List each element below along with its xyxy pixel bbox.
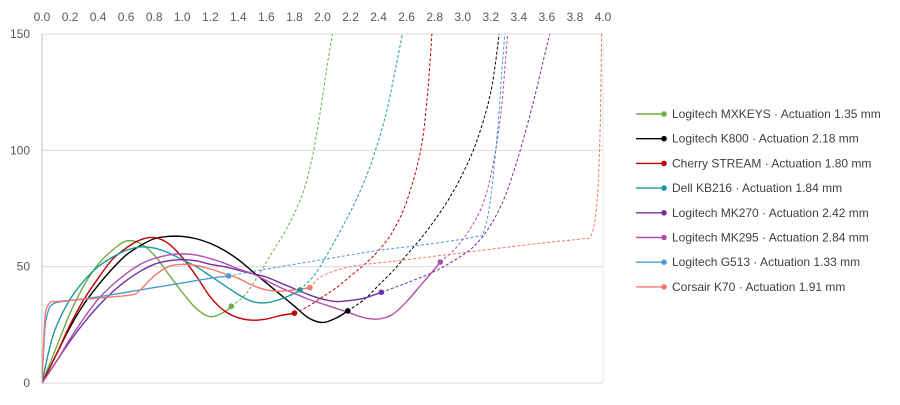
x-tick-label: 0.4 <box>90 10 107 24</box>
series-line-logitech-mxkeys <box>42 239 232 384</box>
actuation-point-logitech-g513 <box>225 273 232 279</box>
legend-label-logitech-k800: Logitech K800 · Actuation 2.18 mm <box>672 132 859 146</box>
series-line-dashed-logitech-k800 <box>347 33 500 312</box>
x-tick-label: 1.6 <box>258 10 275 24</box>
series-line-dashed-logitech-g513 <box>228 33 506 277</box>
x-tick-label: 3.2 <box>482 10 499 24</box>
series-line-logitech-mk295 <box>42 253 441 384</box>
series-line-logitech-k800 <box>42 235 349 384</box>
actuation-point-logitech-mxkeys <box>228 303 235 310</box>
legend: Logitech MXKEYS · Actuation 1.35 mm Logit… <box>636 107 881 294</box>
legend-label-cherry-stream: Cherry STREAM · Actuation 1.80 mm <box>672 156 871 170</box>
actuation-point-logitech-mk295 <box>437 259 444 265</box>
series-line-dashed-logitech-mk270 <box>381 33 551 293</box>
legend-marker-logitech-k800 <box>661 135 667 142</box>
legend-marker-corsair-k70 <box>661 284 667 290</box>
x-tick-label: 0.6 <box>118 10 135 24</box>
x-tick-label: 4.0 <box>595 10 612 24</box>
y-tick-label: 150 <box>10 27 30 41</box>
x-tick-label: 2.2 <box>342 10 359 24</box>
legend-marker-logitech-mk270 <box>661 210 667 216</box>
actuation-point-dell-kb216 <box>297 287 303 293</box>
x-tick-label: 2.6 <box>398 10 415 24</box>
x-tick-label: 0.0 <box>34 10 51 24</box>
legend-marker-cherry-stream <box>661 160 667 167</box>
x-tick-label: 1.2 <box>202 10 219 24</box>
series-line-logitech-mk270 <box>42 258 382 384</box>
legend-marker-logitech-mxkeys <box>661 111 667 117</box>
x-tick-label: 2.8 <box>426 10 443 24</box>
series-line-logitech-g513 <box>42 275 229 384</box>
y-tick-label: 100 <box>10 143 30 157</box>
series-line-dashed-logitech-mxkeys <box>231 33 333 307</box>
series-line-dell-kb216 <box>42 246 301 384</box>
actuation-point-logitech-mk270 <box>378 289 385 296</box>
legend-marker-dell-kb216 <box>661 185 667 191</box>
x-tick-label: 3.6 <box>539 10 556 24</box>
legend-label-logitech-mk270: Logitech MK270 · Actuation 2.42 mm <box>672 206 869 220</box>
legend-label-corsair-k70: Corsair K70 · Actuation 1.91 mm <box>672 280 845 294</box>
legend-label-logitech-mxkeys: Logitech MXKEYS · Actuation 1.35 mm <box>672 107 881 121</box>
actuation-point-corsair-k70 <box>307 284 313 291</box>
x-tick-label: 0.2 <box>62 10 79 24</box>
legend-label-dell-kb216: Dell KB216 · Actuation 1.84 mm <box>672 181 842 195</box>
x-tick-label: 3.0 <box>454 10 471 24</box>
series-line-dashed-logitech-mk295 <box>439 33 509 263</box>
x-tick-label: 0.8 <box>146 10 163 24</box>
actuation-point-logitech-k800 <box>344 308 351 314</box>
y-tick-label: 0 <box>23 376 30 390</box>
x-tick-label: 1.4 <box>230 10 247 24</box>
y-tick-label: 50 <box>17 260 31 274</box>
x-tick-label: 3.8 <box>567 10 584 24</box>
x-tick-label: 1.8 <box>286 10 303 24</box>
series-line-dashed-corsair-k70 <box>309 33 603 288</box>
plot-area <box>42 33 603 384</box>
x-tick-label: 1.0 <box>174 10 191 24</box>
legend-marker-logitech-g513 <box>661 259 667 266</box>
x-tick-label: 2.0 <box>314 10 331 24</box>
series-line-corsair-k70 <box>42 263 310 384</box>
x-tick-label: 2.4 <box>370 10 387 24</box>
legend-marker-logitech-mk295 <box>661 234 667 241</box>
series-line-dashed-dell-kb216 <box>299 33 403 291</box>
actuation-point-cherry-stream <box>291 310 298 317</box>
x-tick-label: 3.4 <box>511 10 528 24</box>
series-line-dashed-cherry-stream <box>294 33 433 314</box>
legend-label-logitech-g513: Logitech G513 · Actuation 1.33 mm <box>672 255 860 269</box>
legend-label-logitech-mk295: Logitech MK295 · Actuation 2.84 mm <box>672 231 869 245</box>
